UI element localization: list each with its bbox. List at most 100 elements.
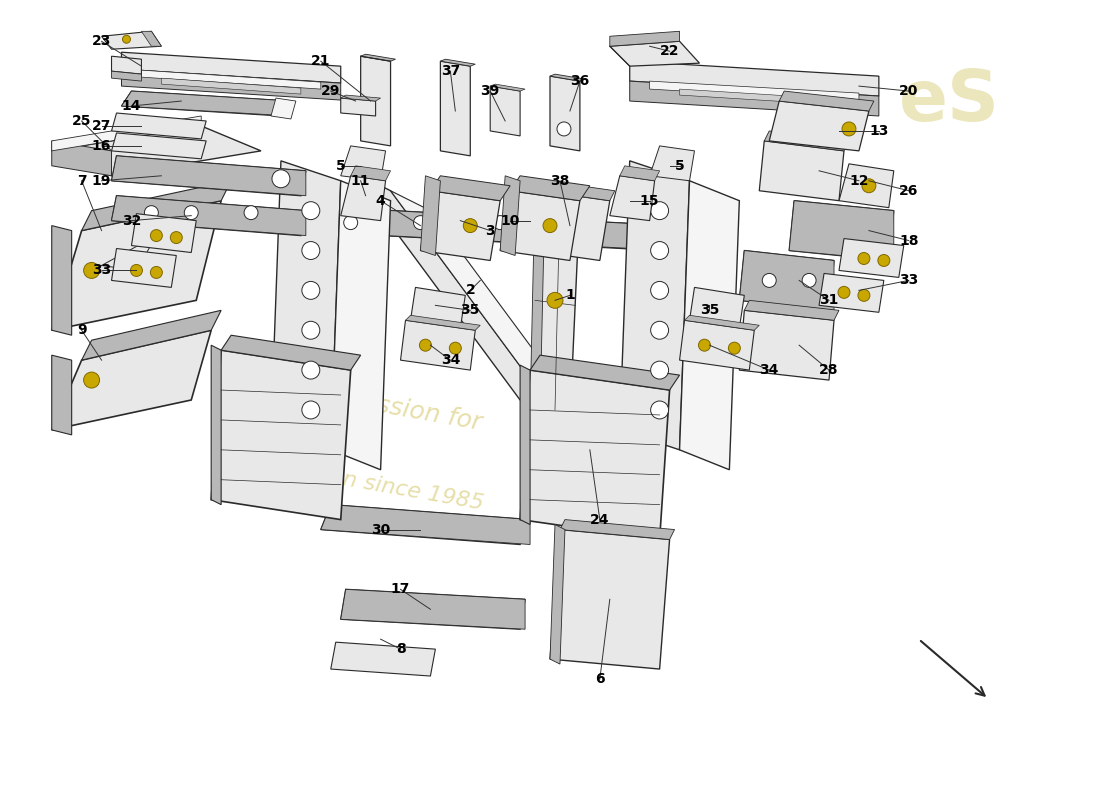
- Text: 13: 13: [869, 124, 889, 138]
- Polygon shape: [111, 196, 306, 235]
- Polygon shape: [52, 330, 211, 430]
- Polygon shape: [290, 206, 670, 250]
- Polygon shape: [211, 345, 221, 505]
- Circle shape: [547, 292, 563, 308]
- Text: 28: 28: [820, 363, 839, 377]
- Circle shape: [301, 202, 320, 220]
- Polygon shape: [839, 238, 904, 278]
- Polygon shape: [361, 56, 390, 146]
- Circle shape: [650, 401, 669, 419]
- Polygon shape: [491, 86, 520, 136]
- Polygon shape: [121, 91, 290, 116]
- Text: 30: 30: [371, 522, 390, 537]
- Polygon shape: [331, 642, 436, 676]
- Text: a passion since 1985: a passion since 1985: [251, 454, 485, 514]
- Polygon shape: [52, 141, 111, 176]
- Text: 11: 11: [351, 174, 371, 188]
- Text: 31: 31: [820, 294, 838, 307]
- Polygon shape: [420, 190, 500, 261]
- Circle shape: [244, 206, 258, 220]
- Text: 14: 14: [122, 99, 141, 113]
- Text: 37: 37: [441, 64, 460, 78]
- Text: 10: 10: [500, 214, 520, 228]
- Polygon shape: [101, 31, 162, 50]
- Polygon shape: [121, 52, 341, 83]
- Text: 33: 33: [92, 263, 111, 278]
- Circle shape: [862, 178, 876, 193]
- Circle shape: [131, 265, 142, 277]
- Text: eS: eS: [899, 67, 1000, 136]
- Circle shape: [650, 242, 669, 259]
- Circle shape: [151, 266, 163, 278]
- Polygon shape: [540, 186, 585, 201]
- Circle shape: [84, 372, 100, 388]
- Polygon shape: [331, 181, 390, 470]
- Polygon shape: [739, 250, 834, 310]
- Text: 35: 35: [700, 303, 719, 318]
- Circle shape: [343, 216, 358, 230]
- Circle shape: [301, 242, 320, 259]
- Polygon shape: [321, 505, 530, 545]
- Polygon shape: [351, 166, 390, 181]
- Circle shape: [419, 339, 431, 351]
- Polygon shape: [162, 78, 301, 94]
- Polygon shape: [81, 181, 231, 230]
- Polygon shape: [400, 320, 475, 370]
- Polygon shape: [629, 81, 879, 116]
- Circle shape: [650, 322, 669, 339]
- Polygon shape: [739, 310, 834, 380]
- Polygon shape: [341, 95, 381, 101]
- Text: 5: 5: [336, 159, 345, 173]
- Text: 39: 39: [481, 84, 499, 98]
- Polygon shape: [430, 176, 510, 201]
- Polygon shape: [81, 310, 221, 360]
- Polygon shape: [341, 146, 386, 181]
- Polygon shape: [52, 126, 261, 176]
- Text: 17: 17: [390, 582, 410, 596]
- Polygon shape: [142, 70, 321, 89]
- Circle shape: [762, 274, 777, 287]
- Text: 5: 5: [674, 159, 684, 173]
- Polygon shape: [739, 250, 834, 310]
- Circle shape: [858, 253, 870, 265]
- Text: 24: 24: [590, 513, 609, 526]
- Polygon shape: [550, 76, 580, 151]
- Polygon shape: [406, 315, 481, 330]
- Circle shape: [650, 202, 669, 220]
- Polygon shape: [410, 287, 465, 328]
- Polygon shape: [839, 164, 894, 208]
- Polygon shape: [440, 59, 475, 66]
- Circle shape: [557, 122, 571, 136]
- Text: 34: 34: [759, 363, 779, 377]
- Text: 20: 20: [899, 84, 918, 98]
- Circle shape: [728, 342, 740, 354]
- Polygon shape: [550, 74, 585, 81]
- Text: 18: 18: [899, 234, 918, 247]
- Circle shape: [414, 216, 428, 230]
- Polygon shape: [390, 190, 600, 440]
- Polygon shape: [111, 156, 306, 196]
- Circle shape: [301, 401, 320, 419]
- Polygon shape: [341, 590, 525, 630]
- Polygon shape: [550, 530, 670, 669]
- Polygon shape: [211, 350, 351, 519]
- Text: 25: 25: [72, 114, 91, 128]
- Text: 1: 1: [565, 288, 575, 302]
- Polygon shape: [52, 201, 221, 330]
- Text: 19: 19: [92, 174, 111, 188]
- Polygon shape: [142, 31, 162, 46]
- Circle shape: [463, 218, 477, 233]
- Circle shape: [151, 230, 163, 242]
- Text: 35: 35: [461, 303, 480, 318]
- Text: 7: 7: [77, 174, 87, 188]
- Polygon shape: [440, 61, 471, 156]
- Polygon shape: [530, 190, 609, 261]
- Polygon shape: [789, 201, 894, 261]
- Polygon shape: [132, 214, 196, 253]
- Circle shape: [122, 35, 131, 43]
- Polygon shape: [52, 226, 72, 335]
- Circle shape: [301, 322, 320, 339]
- Polygon shape: [510, 176, 590, 201]
- Polygon shape: [290, 206, 670, 250]
- Polygon shape: [619, 161, 690, 450]
